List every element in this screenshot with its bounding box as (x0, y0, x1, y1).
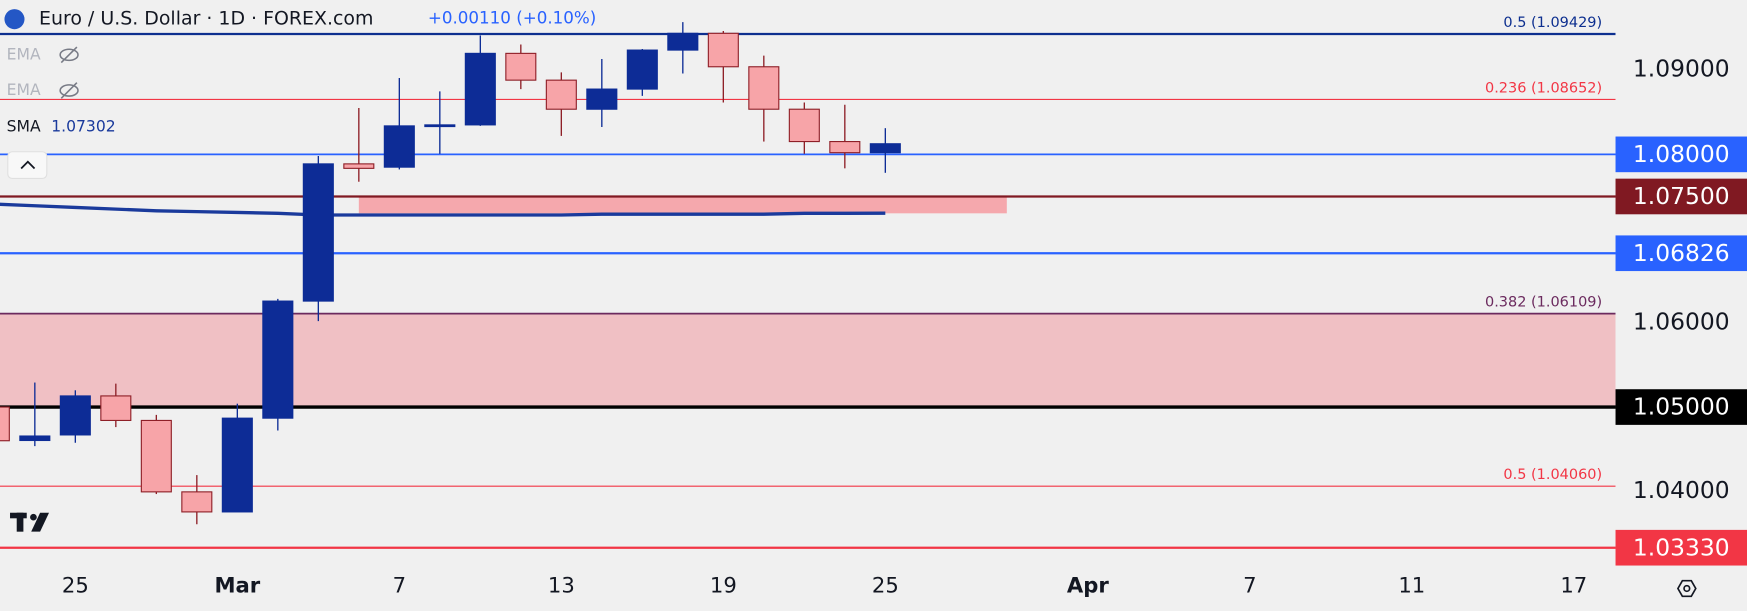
candle-body (343, 163, 375, 169)
candle-body (829, 140, 861, 154)
legend: Euro / U.S. Dollar · 1D · FOREX.com +0.0… (4, 8, 596, 180)
candle-body (262, 300, 294, 419)
x-tick-label: 25 (62, 572, 89, 597)
level-label: 0.5 (1.04060) (1503, 467, 1602, 483)
zone (358, 196, 1007, 214)
x-tick-label: Apr (1067, 572, 1110, 597)
candle-body (140, 419, 172, 493)
price-label-box (1615, 235, 1747, 272)
candle-body (181, 491, 213, 513)
time-axis: 25 Mar 7 13 19 25 Apr 7 11 17 (62, 572, 1587, 597)
candle-body (302, 163, 334, 302)
price-axis: 1.04000 1.06000 1.09000 1.08000 1.07500 1.068… (1615, 55, 1747, 566)
collapse-button[interactable] (7, 151, 48, 180)
sma-line (0, 202, 886, 217)
candle-body (424, 124, 456, 128)
level-label: 0.382 (1.06109) (1485, 294, 1602, 310)
x-tick-label: 13 (548, 572, 575, 597)
price-label: 1.06826 (1633, 239, 1730, 267)
candle-body (19, 435, 51, 442)
y-tick-label: 1.04000 (1633, 476, 1730, 504)
hidden-icon[interactable] (59, 46, 79, 64)
candle-body (748, 66, 780, 110)
candle-body (464, 52, 496, 126)
indicator-value: 1.07302 (51, 118, 115, 136)
symbol-icon (4, 9, 25, 30)
price-label-box (1615, 178, 1747, 215)
candle-body (788, 108, 820, 143)
candle-body (626, 49, 658, 90)
price-label: 1.07500 (1633, 182, 1730, 210)
x-tick-label: 7 (1243, 572, 1256, 597)
candle-body (707, 32, 739, 68)
tv-logo (10, 512, 50, 532)
price-label: 1.03330 (1633, 533, 1730, 561)
candle-body (505, 52, 537, 81)
indicator-name: EMA (7, 45, 41, 63)
x-tick-label: 19 (710, 572, 737, 597)
price-label-box (1615, 389, 1747, 425)
hidden-icon[interactable] (59, 82, 79, 99)
price-label-box (1615, 529, 1747, 566)
candle-body (221, 417, 253, 513)
y-tick-label: 1.06000 (1633, 307, 1730, 335)
price-label: 1.08000 (1633, 140, 1730, 168)
x-tick-label: 11 (1398, 572, 1425, 597)
indicator-name: EMA (7, 81, 41, 99)
y-tick-label: 1.09000 (1633, 55, 1730, 83)
price-label-box (1615, 136, 1747, 173)
x-tick-label: 17 (1560, 572, 1587, 597)
candle-body (545, 79, 577, 110)
candle-body (383, 125, 415, 168)
candle-body (586, 88, 618, 110)
level-label: 0.236 (1.08652) (1485, 80, 1602, 96)
candle-body (667, 32, 699, 51)
candle-body (869, 143, 901, 154)
level-label: 0.5 (1.09429) (1503, 15, 1602, 31)
indicator-name: SMA (7, 118, 41, 136)
candle-body (59, 395, 91, 436)
x-tick-label: Mar (214, 572, 260, 597)
price-label: 1.05000 (1633, 393, 1730, 421)
x-tick-label: 7 (393, 572, 406, 597)
zone (0, 313, 1616, 408)
settings-icon[interactable] (1676, 579, 1697, 598)
candle-body (100, 395, 132, 421)
candle-body (0, 406, 10, 442)
x-tick-label: 25 (872, 572, 899, 597)
symbol-title: Euro / U.S. Dollar · 1D · FOREX.com (39, 8, 373, 30)
change: +0.00110 (+0.10%) (428, 8, 596, 28)
plot-area: 0.5 (1.09429) 0.236 (1.08652) 0.382 (1.061… (0, 15, 1616, 549)
